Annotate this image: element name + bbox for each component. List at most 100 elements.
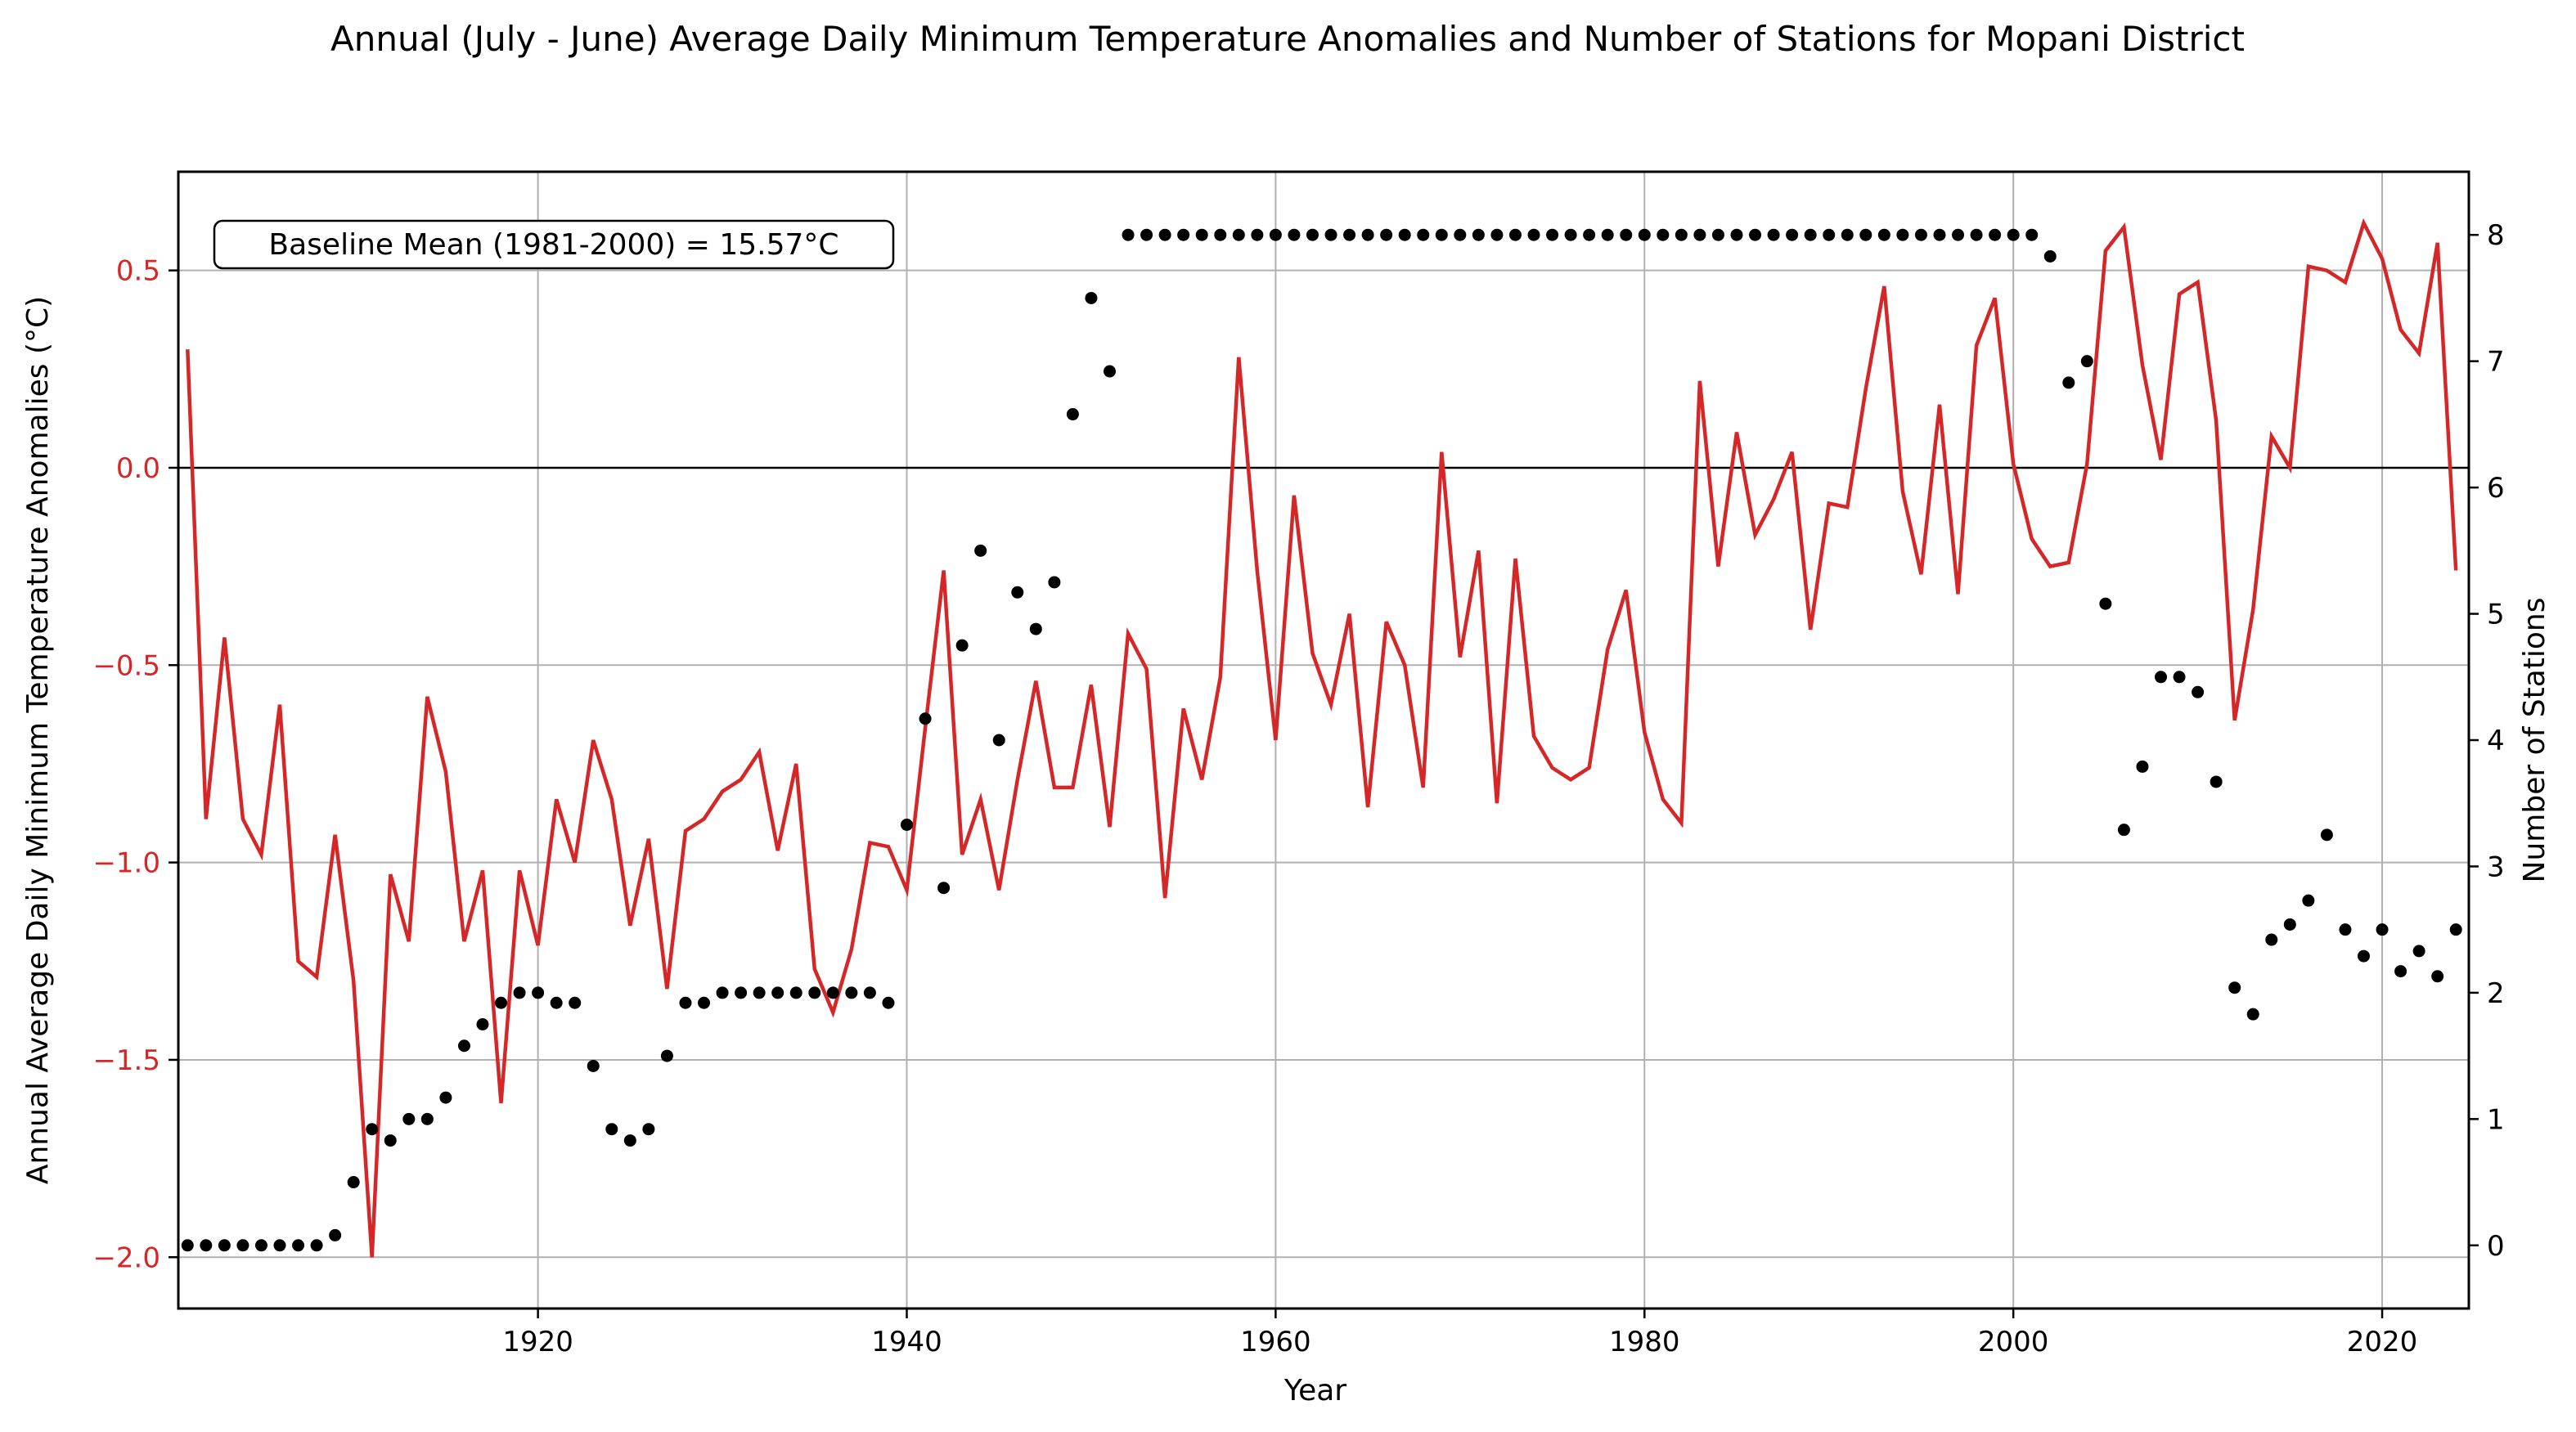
- station-point: [1398, 228, 1411, 241]
- station-point: [2043, 249, 2057, 263]
- station-point: [2283, 918, 2296, 931]
- station-point: [1527, 228, 1540, 241]
- station-point: [1952, 228, 1965, 241]
- station-point: [1140, 228, 1153, 241]
- station-point: [200, 1239, 213, 1252]
- station-point: [439, 1091, 452, 1104]
- station-point: [1195, 228, 1208, 241]
- x-tick-label: 1940: [871, 1326, 942, 1358]
- station-point: [1841, 228, 1854, 241]
- station-point: [2025, 228, 2039, 241]
- station-point: [587, 1059, 600, 1072]
- station-point: [1085, 291, 1098, 304]
- x-axis-label: Year: [1284, 1374, 1346, 1407]
- station-point: [1749, 228, 1762, 241]
- station-point: [550, 996, 563, 1009]
- station-point: [1583, 228, 1596, 241]
- station-point: [1601, 228, 1614, 241]
- station-point: [1454, 228, 1467, 241]
- station-point: [1823, 228, 1836, 241]
- station-point: [1214, 228, 1227, 241]
- y-axis-left-ticks: 0.5 0.0 −0.5 −1.0 −1.5 −2.0: [92, 255, 178, 1274]
- chart-title: Annual (July - June) Average Daily Minim…: [330, 19, 2245, 59]
- station-point: [218, 1239, 231, 1252]
- station-point: [2431, 970, 2444, 983]
- x-tick-label: 2020: [2347, 1326, 2418, 1358]
- station-point: [2412, 945, 2425, 958]
- station-point: [1158, 228, 1171, 241]
- station-point: [2449, 923, 2462, 936]
- station-point: [2007, 228, 2020, 241]
- x-axis-ticks: 1920 1940 1960 1980 2000 2020: [502, 1309, 2417, 1358]
- station-point: [1786, 228, 1799, 241]
- station-point: [1103, 365, 1116, 378]
- station-point: [1693, 228, 1706, 241]
- y-right-tick-label: 1: [2487, 1103, 2505, 1136]
- station-point: [1066, 408, 1079, 421]
- station-points: [181, 228, 2462, 1252]
- station-point: [569, 996, 582, 1009]
- station-point: [1306, 228, 1319, 241]
- station-point: [2136, 760, 2149, 773]
- station-point: [2320, 828, 2333, 842]
- station-point: [1417, 228, 1430, 241]
- y-left-tick-label: −1.0: [92, 847, 160, 880]
- station-point: [2357, 949, 2370, 963]
- y-left-tick-label: −1.5: [92, 1044, 160, 1077]
- station-point: [384, 1134, 397, 1147]
- station-point: [495, 996, 508, 1009]
- station-point: [771, 986, 784, 999]
- y-left-tick-label: −0.5: [92, 649, 160, 682]
- y-right-tick-label: 0: [2487, 1230, 2505, 1263]
- station-point: [1675, 228, 1688, 241]
- station-point: [402, 1112, 416, 1125]
- station-point: [974, 544, 987, 557]
- station-point: [1657, 228, 1670, 241]
- x-tick-label: 1920: [502, 1326, 573, 1358]
- station-point: [2394, 965, 2407, 978]
- anomaly-line: [186, 218, 2458, 1258]
- station-point: [882, 996, 895, 1009]
- station-point: [992, 734, 1005, 747]
- station-point: [1029, 622, 1042, 635]
- station-point: [1361, 228, 1374, 241]
- y-axis-left-label: Annual Average Daily Minimum Temperature…: [21, 296, 55, 1184]
- station-point: [1767, 228, 1780, 241]
- station-point: [2173, 671, 2186, 684]
- station-point: [1490, 228, 1504, 241]
- station-point: [2265, 933, 2278, 946]
- y-left-tick-label: 0.5: [116, 255, 160, 288]
- station-point: [1232, 228, 1245, 241]
- station-point: [1564, 228, 1577, 241]
- station-point: [476, 1018, 489, 1030]
- station-point: [1914, 228, 1927, 241]
- station-point: [1546, 228, 1559, 241]
- y-right-tick-label: 6: [2487, 472, 2505, 505]
- station-point: [808, 986, 821, 999]
- station-point: [2080, 355, 2093, 368]
- y-right-tick-label: 3: [2487, 851, 2505, 883]
- station-point: [2339, 923, 2352, 936]
- station-point: [532, 986, 545, 999]
- station-point: [1730, 228, 1743, 241]
- station-point: [273, 1239, 286, 1252]
- station-point: [826, 986, 839, 999]
- station-point: [605, 1123, 618, 1136]
- station-point: [679, 996, 692, 1009]
- station-point: [2117, 824, 2130, 837]
- station-point: [1989, 228, 2002, 241]
- station-point: [1804, 228, 1817, 241]
- station-point: [1343, 228, 1356, 241]
- x-tick-label: 2000: [1978, 1326, 2049, 1358]
- baseline-annotation-box: [213, 219, 895, 270]
- station-point: [660, 1049, 673, 1062]
- station-point: [716, 986, 729, 999]
- station-point: [1177, 228, 1190, 241]
- y-right-tick-label: 8: [2487, 219, 2505, 252]
- station-point: [2376, 923, 2389, 936]
- station-point: [366, 1123, 379, 1136]
- station-point: [457, 1039, 470, 1053]
- station-point: [2302, 894, 2315, 907]
- grid: [178, 172, 2469, 1309]
